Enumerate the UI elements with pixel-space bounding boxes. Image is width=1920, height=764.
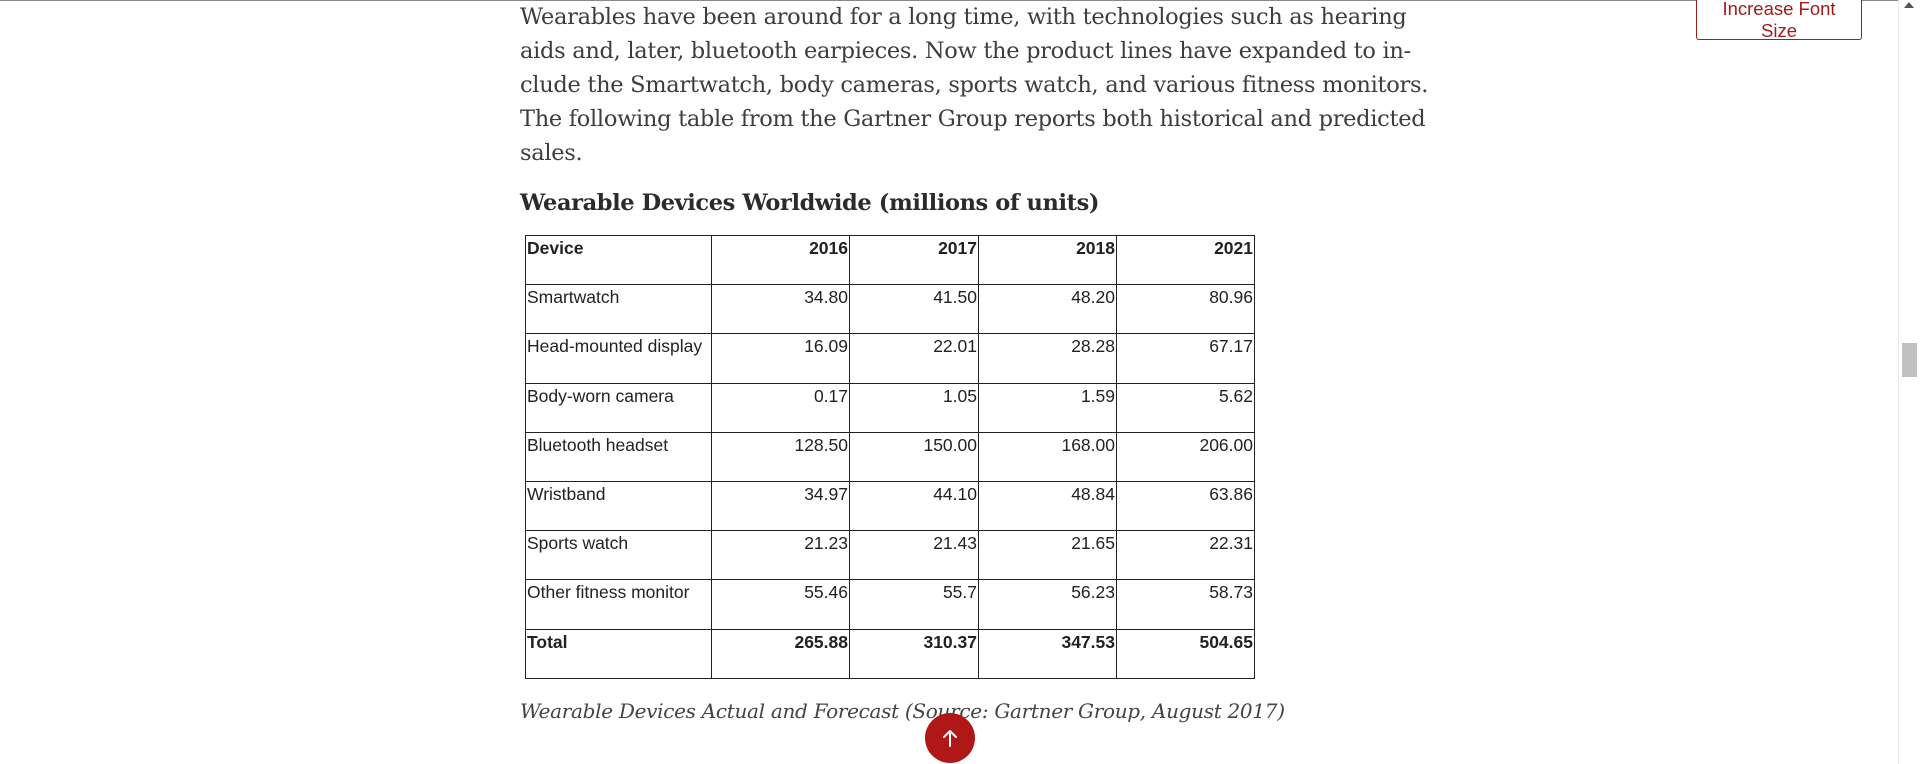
cell-device: Body-worn camera: [525, 382, 712, 433]
header-device: Device: [525, 234, 712, 286]
total-value: 504.65: [1116, 628, 1255, 679]
table-total-row: Total 265.88 310.37 347.53 504.65: [525, 628, 1255, 679]
table-row: Body-worn camera 0.17 1.05 1.59 5.62: [525, 382, 1255, 433]
cell-value: 41.50: [849, 284, 979, 335]
cell-value: 58.73: [1116, 579, 1255, 630]
cell-value: 56.23: [978, 579, 1117, 630]
intro-line: The following table from the Gartner Gro…: [520, 106, 1426, 132]
article-content: Wearables have been around for a long ti…: [520, 0, 1429, 723]
cell-value: 22.31: [1116, 530, 1255, 581]
cell-value: 168.00: [978, 431, 1117, 482]
cell-value: 128.50: [711, 431, 850, 482]
wearables-table: Device 2016 2017 2018 2021 Smartwatch 34…: [525, 234, 1255, 679]
back-to-top-button[interactable]: [925, 713, 975, 763]
cell-value: 48.84: [978, 480, 1117, 532]
table-row: Other fitness monitor 55.46 55.7 56.23 5…: [525, 579, 1255, 630]
cell-value: 55.46: [711, 579, 850, 630]
cell-value: 21.23: [711, 530, 850, 581]
header-2021: 2021: [1116, 234, 1255, 286]
cell-value: 67.17: [1116, 333, 1255, 384]
cell-value: 21.43: [849, 530, 979, 581]
cell-value: 55.7: [849, 579, 979, 630]
top-border: [0, 0, 1898, 1]
cell-value: 22.01: [849, 333, 979, 384]
intro-line: sales.: [520, 140, 583, 166]
intro-paragraph: Wearables have been around for a long ti…: [520, 0, 1429, 170]
cell-value: 1.59: [978, 382, 1117, 433]
total-value: 347.53: [978, 628, 1117, 679]
total-label: Total: [525, 628, 712, 679]
scrollbar-thumb[interactable]: [1902, 343, 1917, 377]
table-caption: Wearable Devices Actual and Forecast (So…: [520, 699, 1285, 723]
total-value: 265.88: [711, 628, 850, 679]
cell-device: Bluetooth headset: [525, 431, 712, 482]
cell-value: 34.97: [711, 480, 850, 532]
table-row: Wristband 34.97 44.10 48.84 63.86: [525, 480, 1255, 532]
cell-value: 21.65: [978, 530, 1117, 581]
header-2018: 2018: [978, 234, 1117, 286]
cell-value: 34.80: [711, 284, 850, 335]
cell-device: Sports watch: [525, 530, 712, 581]
increase-font-size-button[interactable]: Increase Font Size: [1696, 0, 1862, 41]
cell-device: Head-mounted display: [525, 333, 712, 384]
cell-value: 206.00: [1116, 431, 1255, 482]
table-row: Smartwatch 34.80 41.50 48.20 80.96: [525, 284, 1255, 335]
total-value: 310.37: [849, 628, 979, 679]
cell-value: 80.96: [1116, 284, 1255, 335]
intro-line: aids and, later, bluetooth earpieces. No…: [520, 38, 1411, 64]
table-row: Sports watch 21.23 21.43 21.65 22.31: [525, 530, 1255, 581]
cell-device: Smartwatch: [525, 284, 712, 335]
cell-value: 28.28: [978, 333, 1117, 384]
cell-value: 0.17: [711, 382, 850, 433]
table-title: Wearable Devices Worldwide (millions of …: [520, 190, 1100, 216]
cell-value: 5.62: [1116, 382, 1255, 433]
table-row: Head-mounted display 16.09 22.01 28.28 6…: [525, 333, 1255, 384]
header-2016: 2016: [711, 234, 850, 286]
arrow-up-icon: [943, 730, 957, 747]
cell-value: 16.09: [711, 333, 850, 384]
cell-device: Other fitness monitor: [525, 579, 712, 630]
page-scrollbar[interactable]: [1898, 0, 1920, 764]
cell-value: 1.05: [849, 382, 979, 433]
scroll-up-arrow-icon[interactable]: [1904, 2, 1914, 8]
cell-device: Wristband: [525, 480, 712, 532]
cell-value: 150.00: [849, 431, 979, 482]
cell-value: 48.20: [978, 284, 1117, 335]
intro-line: clude the Smartwatch, body cameras, spor…: [520, 72, 1429, 98]
cell-value: 63.86: [1116, 480, 1255, 532]
table-row: Bluetooth headset 128.50 150.00 168.00 2…: [525, 431, 1255, 482]
header-2017: 2017: [849, 234, 979, 286]
table-header-row: Device 2016 2017 2018 2021: [525, 234, 1255, 286]
cell-value: 44.10: [849, 480, 979, 532]
intro-line: Wearables have been around for a long ti…: [520, 4, 1407, 30]
